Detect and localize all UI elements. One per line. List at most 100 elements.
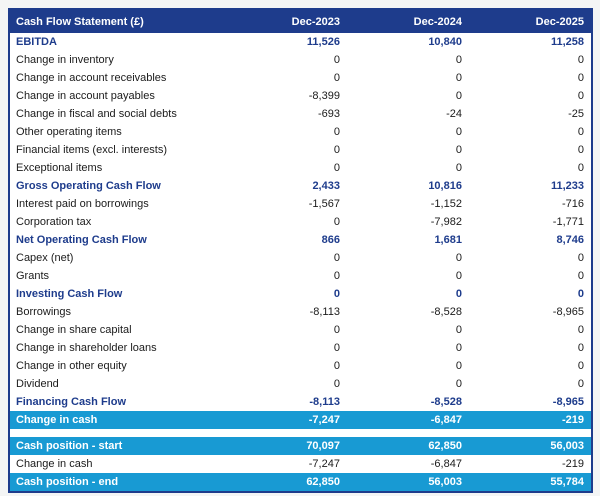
value-cell: 0 — [455, 378, 462, 390]
table-row: Gross Operating Cash Flow 2,433 10,816 11,2… — [10, 177, 591, 195]
value-cell: -8,528 — [430, 396, 462, 408]
value-cell: 8,746 — [556, 234, 584, 246]
value-cell: 0 — [577, 54, 584, 66]
value-cell: 0 — [333, 324, 340, 336]
column-header-dec-2024: Dec-2024 — [346, 10, 469, 33]
value-cell: 0 — [455, 144, 462, 156]
value-cell: -1,152 — [430, 198, 462, 210]
value-cell: 0 — [455, 126, 462, 138]
table-row: Financing Cash Flow -8,113 -8,528 -8,965 — [10, 393, 591, 411]
row-label: Change in account payables — [16, 90, 155, 102]
row-label: Grants — [16, 270, 50, 282]
value-cell: 0 — [455, 54, 462, 66]
value-cell: -8,965 — [552, 396, 584, 408]
row-label: Change in shareholder loans — [16, 342, 157, 354]
table-row: Corporation tax 0 -7,982 -1,771 — [10, 213, 591, 231]
column-header-dec-2023: Dec-2023 — [224, 10, 347, 33]
row-label: Exceptional items — [16, 162, 103, 174]
table-title: Cash Flow Statement (£) — [10, 10, 225, 33]
value-cell: 10,840 — [428, 36, 462, 48]
value-cell: 56,003 — [346, 473, 469, 491]
row-label: Capex (net) — [16, 252, 74, 264]
row-label: Net Operating Cash Flow — [16, 234, 147, 246]
value-cell: -219 — [468, 411, 591, 429]
table-row: Exceptional items 0 0 0 — [10, 159, 591, 177]
table-row: Other operating items 0 0 0 — [10, 123, 591, 141]
value-cell: 0 — [333, 378, 340, 390]
cash-flow-statement-table: Cash Flow Statement (£) Dec-2023 Dec-202… — [8, 8, 593, 493]
table-row: Capex (net) 0 0 0 — [10, 249, 591, 267]
row-label: Change in inventory — [16, 54, 114, 66]
row-label: Other operating items — [16, 126, 122, 138]
header-row: Cash Flow Statement (£) Dec-2023 Dec-202… — [10, 10, 591, 33]
value-cell: 0 — [455, 288, 462, 300]
value-cell: -8,113 — [309, 306, 340, 318]
value-cell: -1,771 — [552, 216, 584, 228]
value-cell: 0 — [577, 288, 584, 300]
table-row: Net Operating Cash Flow 866 1,681 8,746 — [10, 231, 591, 249]
table-row: Change in share capital 0 0 0 — [10, 321, 591, 339]
table-row: Dividend 0 0 0 — [10, 375, 591, 393]
value-cell: 10,816 — [428, 180, 462, 192]
table-row: Cash position - start 70,097 62,850 56,003 — [10, 437, 591, 455]
value-cell: 0 — [455, 252, 462, 264]
value-cell: 0 — [333, 360, 340, 372]
table-row: Investing Cash Flow 0 0 0 — [10, 285, 591, 303]
value-cell: -8,399 — [308, 90, 340, 102]
row-label: Dividend — [16, 378, 59, 390]
value-cell: 0 — [333, 216, 340, 228]
table-row: Change in account receivables 0 0 0 — [10, 69, 591, 87]
value-cell: 1,681 — [434, 234, 462, 246]
value-cell: 62,850 — [346, 437, 469, 455]
table-header: Cash Flow Statement (£) Dec-2023 Dec-202… — [10, 10, 591, 33]
value-cell: 11,258 — [550, 36, 584, 48]
row-label: Change in share capital — [16, 324, 132, 336]
table-row: Cash position - end 62,850 56,003 55,784 — [10, 473, 591, 491]
column-header-dec-2025: Dec-2025 — [468, 10, 591, 33]
value-cell: 0 — [333, 72, 340, 84]
value-cell: 70,097 — [224, 437, 347, 455]
value-cell: -1,567 — [308, 198, 340, 210]
value-cell: -25 — [568, 108, 584, 120]
row-label: Interest paid on borrowings — [16, 198, 149, 210]
row-label: Change in cash — [16, 458, 93, 470]
table-row: Change in account payables -8,399 0 0 — [10, 87, 591, 105]
value-cell: -7,982 — [430, 216, 462, 228]
row-label: Corporation tax — [16, 216, 92, 228]
main-rows-body: EBITDA 11,526 10,840 11,258 Change in invent… — [10, 33, 591, 429]
table-row: Interest paid on borrowings -1,567 -1,152 -… — [10, 195, 591, 213]
value-cell: -7,247 — [308, 458, 340, 470]
value-cell: -6,847 — [430, 458, 462, 470]
table-row: Grants 0 0 0 — [10, 267, 591, 285]
value-cell: 0 — [455, 90, 462, 102]
value-cell: 11,526 — [306, 36, 340, 48]
table-row: Change in fiscal and social debts -693 -24… — [10, 105, 591, 123]
value-cell: 0 — [577, 342, 584, 354]
row-label: EBITDA — [16, 36, 57, 48]
table-row: Borrowings -8,113 -8,528 -8,965 — [10, 303, 591, 321]
summary-rows-body: Cash position - start 70,097 62,850 56,003 C… — [10, 437, 591, 491]
value-cell: 0 — [333, 144, 340, 156]
table-row: Change in cash -7,247 -6,847 -219 — [10, 455, 591, 473]
value-cell: 0 — [577, 324, 584, 336]
row-label: Investing Cash Flow — [16, 288, 123, 300]
value-cell: 0 — [577, 126, 584, 138]
value-cell: 0 — [577, 252, 584, 264]
value-cell: 0 — [333, 54, 340, 66]
value-cell: 56,003 — [468, 437, 591, 455]
row-label: Borrowings — [16, 306, 72, 318]
spacer-cell — [10, 429, 591, 437]
value-cell: 0 — [577, 90, 584, 102]
value-cell: -8,113 — [309, 396, 340, 408]
value-cell: -6,847 — [346, 411, 469, 429]
table-row: Change in inventory 0 0 0 — [10, 51, 591, 69]
value-cell: 0 — [577, 270, 584, 282]
table-row: Change in cash -7,247 -6,847 -219 — [10, 411, 591, 429]
value-cell: 0 — [333, 342, 340, 354]
row-label: Cash position - end — [10, 473, 225, 491]
value-cell: 62,850 — [224, 473, 347, 491]
row-label: Financial items (excl. interests) — [16, 144, 167, 156]
statement-table: Cash Flow Statement (£) Dec-2023 Dec-202… — [10, 10, 591, 491]
row-label: Cash position - start — [10, 437, 225, 455]
value-cell: 2,433 — [312, 180, 340, 192]
